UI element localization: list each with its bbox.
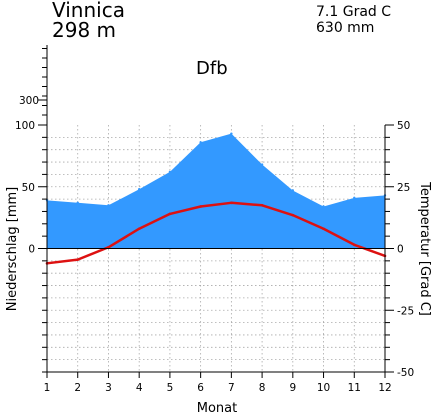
precipitation-point (291, 189, 295, 192)
station-name: Vinnica (52, 0, 125, 22)
right-tick-label: 0 (397, 244, 404, 256)
left-tick-label: 100 (15, 120, 35, 132)
annual-temperature: 7.1 Grad C (316, 4, 392, 20)
month-tick-label: 4 (136, 382, 143, 394)
temperature-point (230, 201, 233, 205)
climate-classification: Dfb (196, 58, 228, 79)
precipitation-point (322, 205, 325, 208)
month-tick-label: 2 (74, 382, 81, 394)
right-axis-title: Temperatur [Grad C] (417, 181, 432, 316)
temperature-series (45, 201, 387, 265)
month-tick-label: 1 (44, 382, 51, 394)
temperature-point (76, 258, 80, 261)
precipitation-point (107, 204, 110, 207)
month-tick-label: 11 (348, 382, 361, 394)
precipitation-point (260, 163, 264, 166)
precipitation-point (168, 170, 172, 174)
month-tick-label: 6 (197, 382, 204, 394)
temperature-point (137, 227, 141, 231)
month-tick-label: 9 (289, 382, 296, 394)
left-tick-label: 50 (22, 182, 35, 194)
precipitation-point (199, 141, 202, 144)
left-extension-label: 300 (19, 95, 39, 107)
precipitation-point (230, 132, 233, 135)
temperature-point (260, 203, 264, 207)
month-tick-label: 12 (378, 382, 391, 394)
left-tick-label: 0 (28, 244, 35, 256)
month-tick-label: 5 (167, 382, 174, 394)
temperature-point (168, 212, 172, 216)
month-tick-label: 3 (105, 382, 112, 394)
temperature-point (352, 243, 356, 247)
axes (38, 45, 394, 378)
left-axis-title: Niederschlag [mm] (5, 187, 20, 312)
temperature-point (107, 245, 110, 249)
temperature-line (46, 201, 386, 265)
precipitation-area (47, 133, 385, 249)
precipitation-point (137, 188, 141, 191)
annual-precipitation: 630 mm (316, 20, 375, 36)
month-tick-label: 8 (259, 382, 266, 394)
right-tick-label: 25 (397, 182, 410, 194)
station-elevation: 298 m (52, 18, 117, 42)
x-axis-title: Monat (197, 401, 237, 416)
right-tick-label: 50 (397, 120, 410, 132)
right-tick-label: -25 (397, 305, 414, 317)
month-tick-label: 7 (228, 382, 235, 394)
temperature-point (291, 213, 295, 217)
month-tick-label: 10 (317, 382, 330, 394)
temperature-point (322, 227, 325, 231)
right-tick-label: -50 (397, 367, 414, 379)
precipitation-point (76, 201, 79, 205)
precipitation-point (353, 196, 356, 200)
temperature-point (199, 205, 202, 208)
